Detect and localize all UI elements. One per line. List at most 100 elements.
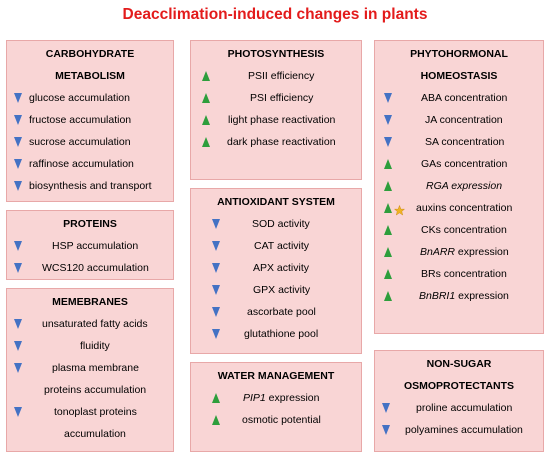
membranes-item: proteins accumulation [7, 379, 173, 401]
membranes-item-label: fluidity [80, 340, 110, 352]
osmoprotectants-item-label: proline accumulation [416, 402, 513, 414]
phytohormonal-header-line: PHYTOHORMONAL [410, 48, 508, 60]
down-arrow-icon [211, 323, 223, 345]
phytohormonal-item-text: SA concentration [425, 131, 504, 153]
water-item-text: PIP1 expression [243, 387, 319, 409]
down-arrow-icon [13, 153, 25, 175]
carbohydrate-metabolism-box: CARBOHYDRATE METABOLISM glucose accumulati… [6, 40, 174, 202]
carbohydrate-item-text: biosynthesis and transport [29, 175, 152, 197]
membranes-item-label: tonoplast proteins [54, 406, 137, 418]
up-arrow-icon [383, 197, 395, 219]
water-item: PIP1 expression [191, 387, 361, 409]
antioxidant-item-label: CAT activity [254, 240, 310, 252]
carbohydrate-item: raffinose accumulation [7, 153, 173, 175]
membranes-item: fluidity [7, 335, 173, 357]
antioxidant-item-label: GPX activity [253, 284, 311, 296]
membranes-item-label: unsaturated fatty acids [42, 318, 148, 330]
phytohormonal-item-text: RGA expression [426, 175, 502, 197]
phytohormonal-item-text: GAs concentration [421, 153, 507, 175]
antioxidant-system-box: ANTIOXIDANT SYSTEM SOD activity CAT activi… [190, 188, 362, 354]
membranes-header-line: MEMEBRANES [52, 296, 128, 308]
phytohormonal-item-suffix: expression [455, 290, 509, 302]
photosynthesis-item-label: dark phase reactivation [227, 136, 336, 148]
down-arrow-icon [383, 131, 395, 153]
phytohormonal-item: CKs concentration [375, 219, 543, 241]
down-arrow-icon [13, 357, 25, 379]
carbohydrate-item-text: sucrose accumulation [29, 131, 131, 153]
membranes-item: plasma membrane [7, 357, 173, 379]
down-arrow-icon [211, 213, 223, 235]
phytohormonal-item-text: BnARR expression [420, 241, 509, 263]
antioxidant-item-text: CAT activity [254, 235, 309, 257]
carbohydrate-header-line: CARBOHYDRATE [45, 48, 135, 60]
osmoprotectants-item: proline accumulation [375, 397, 543, 419]
antioxidant-item: CAT activity [191, 235, 361, 257]
membranes-item-text: proteins accumulation [44, 379, 146, 401]
phytohormonal-item-label: GAs concentration [421, 158, 508, 170]
carbohydrate-header-line: METABOLISM [55, 70, 125, 82]
membranes-box: MEMEBRANES unsaturated fatty acids fluidit… [6, 288, 174, 452]
up-arrow-icon [383, 175, 395, 197]
antioxidant-item: APX activity [191, 257, 361, 279]
photosynthesis-box: PHOTOSYNTHESIS PSII efficiency PSI efficie… [190, 40, 362, 180]
membranes-item-text: tonoplast proteins [54, 401, 137, 423]
phytohormonal-item-label: CKs concentration [421, 224, 507, 236]
photosynthesis-item: PSI efficiency [191, 87, 361, 109]
carbohydrate-item-label: glucose accumulation [29, 92, 130, 104]
phytohormonal-item-label: auxins concentration [416, 202, 513, 214]
phytohormonal-item-suffix: expression [455, 246, 509, 258]
down-arrow-icon [13, 313, 25, 335]
phytohormonal-item-text: ABA concentration [421, 87, 507, 109]
osmoprotectants-header-line: OSMOPROTECTANTS [403, 380, 515, 392]
down-arrow-icon [13, 257, 25, 279]
carbohydrate-item-label: biosynthesis and transport [29, 180, 152, 192]
phytohormonal-item: BRs concentration [375, 263, 543, 285]
photosynthesis-header-line: PHOTOSYNTHESIS [227, 48, 325, 60]
antioxidant-item-text: glutathione pool [244, 323, 318, 345]
carbohydrate-item-label: fructose accumulation [29, 114, 132, 126]
carbohydrate-item: sucrose accumulation [7, 131, 173, 153]
antioxidant-item-text: APX activity [253, 257, 309, 279]
phytohormonal-item-text: JA concentration [425, 109, 503, 131]
down-arrow-icon [211, 257, 223, 279]
photosynthesis-item-label: light phase reactivation [228, 114, 336, 126]
carbohydrate-item-text: fructose accumulation [29, 109, 131, 131]
membranes-item-text: accumulation [64, 423, 126, 445]
phytohormonal-item: RGA expression [375, 175, 543, 197]
down-arrow-icon [211, 279, 223, 301]
membranes-item-label: accumulation [64, 428, 126, 440]
up-arrow-icon [201, 65, 213, 87]
non-sugar-osmoprotectants-box: NON-SUGAR OSMOPROTECTANTS proline accumula… [374, 350, 544, 452]
phytohormonal-item-label: SA concentration [425, 136, 505, 148]
phytohormonal-item-text: auxins concentration [416, 197, 512, 219]
membranes-item-text: unsaturated fatty acids [42, 313, 148, 335]
phytohormonal-item-label: RGA expression [426, 180, 503, 192]
proteins-item-text: WCS120 accumulation [42, 257, 149, 279]
carbohydrate-item: fructose accumulation [7, 109, 173, 131]
down-arrow-icon [13, 87, 25, 109]
carbohydrate-item-label: raffinose accumulation [29, 158, 134, 170]
water-item-suffix: expression [265, 392, 320, 404]
up-arrow-icon [201, 87, 213, 109]
photosynthesis-item-text: light phase reactivation [228, 109, 335, 131]
phytohormonal-item-label: ABA concentration [421, 92, 508, 104]
proteins-header-line: PROTEINS [63, 218, 117, 230]
up-arrow-icon [383, 241, 395, 263]
carbohydrate-item-text: glucose accumulation [29, 87, 130, 109]
photosynthesis-item-label: PSI efficiency [250, 92, 314, 104]
proteins-item: WCS120 accumulation [7, 257, 173, 279]
proteins-item: HSP accumulation [7, 235, 173, 257]
phytohormonal-item: BnBRI1 expression [375, 285, 543, 307]
photosynthesis-item-label: PSII efficiency [248, 70, 315, 82]
diagram-title: Deacclimation-induced changes in plants [122, 6, 428, 23]
down-arrow-icon [13, 235, 25, 257]
up-arrow-icon [383, 219, 395, 241]
antioxidant-item-label: ascorbate pool [247, 306, 316, 318]
photosynthesis-item-text: dark phase reactivation [227, 131, 336, 153]
antioxidant-item-text: SOD activity [252, 213, 310, 235]
water-header-line: WATER MANAGEMENT [217, 370, 335, 382]
phytohormonal-item: auxins concentration [375, 197, 543, 219]
membranes-item-text: fluidity [80, 335, 110, 357]
antioxidant-item-text: GPX activity [253, 279, 310, 301]
osmoprotectants-item-text: polyamines accumulation [405, 419, 523, 441]
